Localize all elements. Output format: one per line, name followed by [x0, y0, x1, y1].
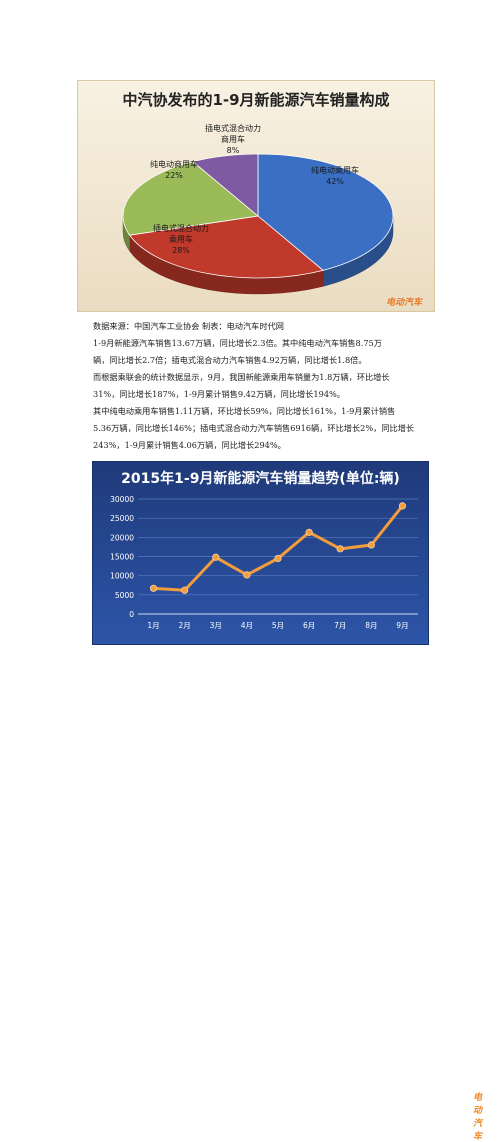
source-line: 数据来源：中国汽车工业协会 制表：电动汽车时代网: [93, 321, 284, 331]
line-chart-card: 2015年1-9月新能源汽车销量趋势(单位:辆) 0 5000 10000 15000…: [92, 461, 482, 1142]
article-text: 数据来源：中国汽车工业协会 制表：电动汽车时代网 1-9月新能源汽车销售13.6…: [93, 318, 423, 454]
y-tick-label: 10000: [110, 572, 134, 581]
x-tick-label: 9月: [396, 621, 408, 630]
x-tick-label: 6月: [303, 621, 315, 630]
y-tick-label: 15000: [110, 553, 134, 562]
paragraph-line: 5.36万辆，同比增长146%；插电式混合动力汽车销售6916辆，环比增长2%，…: [93, 423, 415, 433]
pie-slice: [128, 215, 324, 279]
x-tick-label: 4月: [241, 621, 253, 630]
pie-chart: 纯电动乘用车 42% 插电式混合动力乘用车 28% 纯电动商用车 22% 插电式混合动力商用…: [122, 123, 394, 295]
x-tick-label: 5月: [272, 621, 284, 630]
pie-slice-label: 插电式混合动力商用车 8%: [205, 123, 261, 155]
data-point: [274, 554, 282, 563]
y-tick-label: 5000: [115, 591, 134, 600]
x-tick-label: 1月: [147, 621, 159, 630]
x-tick-label: 2月: [179, 621, 191, 630]
data-point: [212, 553, 220, 561]
pie-slice: [192, 153, 259, 217]
x-tick-label: 8月: [365, 621, 377, 630]
line-chart: 0 5000 10000 15000 20000 25000 30000 1月 2月 3月 4月 5月…: [110, 495, 418, 630]
y-tick-label: 20000: [110, 533, 134, 542]
y-tick-label: 25000: [110, 514, 134, 523]
data-point: [149, 584, 158, 592]
y-tick-label: 0: [129, 610, 134, 619]
line-chart-title: 2015年1-9月新能源汽车销量趋势(单位:辆): [121, 471, 400, 487]
pie-chart-title: 中汽协发布的1-9月新能源汽车销量构成: [122, 91, 390, 109]
data-point: [243, 571, 251, 579]
pie-slice-label: 纯电动商用车 22%: [150, 159, 198, 180]
paragraph-line: 31%，同比增长187%，1-9月累计销售9.42万辆，同比增长194%。: [93, 389, 345, 399]
data-point: [181, 586, 189, 594]
pie-slice-label: 插电式混合动力乘用车 28%: [153, 223, 209, 255]
data-point: [336, 545, 344, 553]
watermark-logo: 电动汽车: [386, 298, 423, 308]
paragraph-line: 1-9月新能源汽车销售13.67万辆，同比增长2.3倍。其中纯电动汽车销售8.7…: [93, 338, 382, 348]
x-tick-label: 7月: [334, 621, 346, 630]
data-point: [367, 541, 375, 549]
paragraph-line: 而根据乘联会的统计数据显示，9月，我国新能源乘用车销量为1.8万辆，环比增长: [93, 372, 390, 382]
data-point: [398, 502, 407, 510]
paragraph-line: 其中纯电动乘用车销售1.11万辆，环比增长59%，同比增长161%，1-9月累计…: [93, 406, 396, 416]
x-tick-label: 3月: [210, 621, 222, 630]
pie-slice-label: 纯电动乘用车 42%: [311, 165, 359, 186]
paragraph-line: 243%，1-9月累计销售4.06万辆，同比增长294%。: [93, 440, 286, 450]
data-point: [305, 528, 313, 536]
pie-slice: [257, 153, 394, 271]
series-line: [153, 504, 404, 592]
paragraph-line: 辆，同比增长2.7倍；插电式混合动力汽车销售4.92万辆，同比增长1.8倍。: [93, 355, 367, 365]
watermark-logo: 电动汽车: [473, 1093, 483, 1142]
y-tick-label: 30000: [110, 495, 134, 504]
pie-slice: [122, 161, 259, 236]
pie-chart-card: 中汽协发布的1-9月新能源汽车销量构成 纯电动乘用车 42% 插电式混合动力乘用车 2…: [77, 80, 435, 312]
